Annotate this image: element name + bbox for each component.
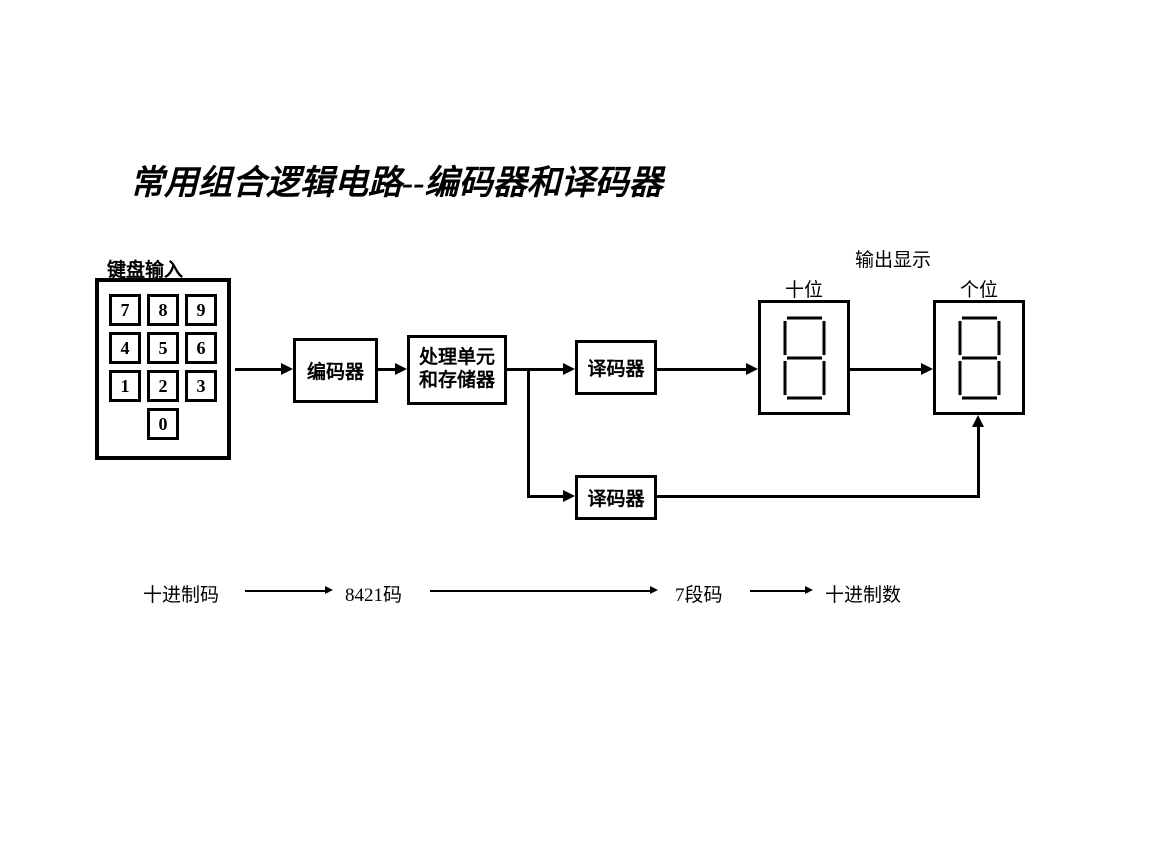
arrow-head-icon [325,586,333,594]
arrow-head-icon [395,363,407,375]
arrow [235,368,281,371]
arrow-head-icon [972,415,984,427]
connector [977,427,980,498]
arrow [850,368,921,371]
encoder-block: 编码器 [293,338,378,403]
keypad-row: 0 [147,408,179,440]
arrow-head-icon [281,363,293,375]
key-2: 2 [147,370,179,402]
decoder2-block: 译码器 [575,475,657,520]
key-8: 8 [147,294,179,326]
arrow [507,368,563,371]
connector [527,368,530,497]
arrow-head-icon [650,586,658,594]
tens-display [758,300,850,415]
arrow [657,368,746,371]
flow-label: 十进制码 [143,580,219,607]
arrow-head-icon [563,363,575,375]
key-4: 4 [109,332,141,364]
arrow-head-icon [805,586,813,594]
decoder1-block: 译码器 [575,340,657,395]
processor-block: 处理单元 和存储器 [407,335,507,405]
keypad-row: 7 8 9 [109,294,217,326]
diagram-container: 键盘输入 7 8 9 4 5 6 1 2 3 0 编码器 处理单元 和存储器 译… [95,260,1055,640]
key-3: 3 [185,370,217,402]
seven-segment-icon [777,313,832,403]
key-9: 9 [185,294,217,326]
thin-arrow [245,590,325,592]
arrow [378,368,395,371]
arrow-head-icon [746,363,758,375]
arrow-head-icon [921,363,933,375]
keypad-row: 4 5 6 [109,332,217,364]
keypad-row: 1 2 3 [109,370,217,402]
thin-arrow [430,590,650,592]
tens-label: 十位 [785,275,823,302]
ones-display [933,300,1025,415]
ones-label: 个位 [960,275,998,302]
arrow [527,495,563,498]
flow-label: 8421码 [345,580,402,607]
key-7: 7 [109,294,141,326]
output-label: 输出显示 [855,245,931,272]
key-0: 0 [147,408,179,440]
arrow [657,495,979,498]
keypad: 7 8 9 4 5 6 1 2 3 0 [95,278,231,460]
thin-arrow [750,590,805,592]
key-6: 6 [185,332,217,364]
arrow-head-icon [563,490,575,502]
key-1: 1 [109,370,141,402]
flow-label: 十进制数 [825,580,901,607]
page-title: 常用组合逻辑电路--编码器和译码器 [130,155,663,204]
seven-segment-icon [952,313,1007,403]
flow-label: 7段码 [675,580,723,607]
key-5: 5 [147,332,179,364]
